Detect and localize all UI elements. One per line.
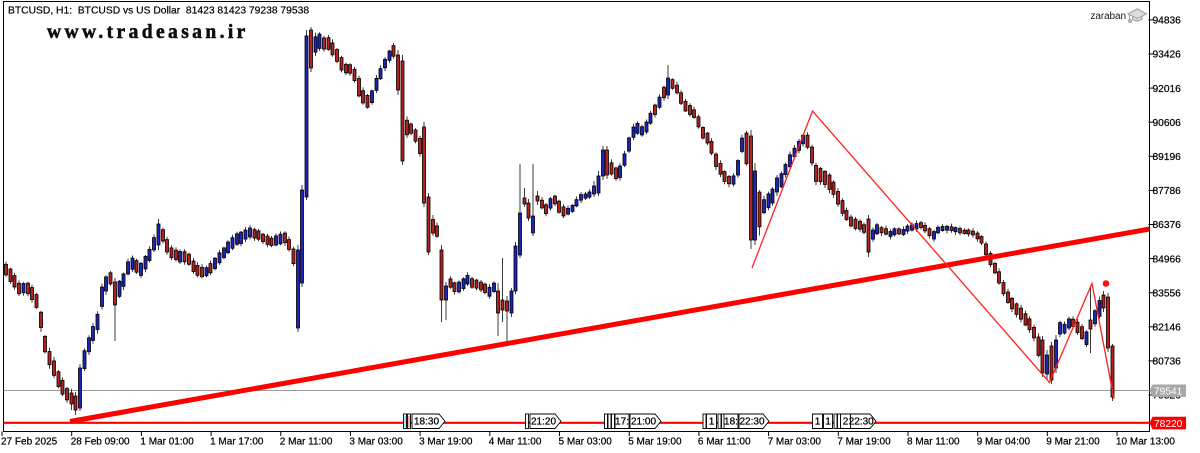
svg-text:92016: 92016 [1153,84,1182,95]
svg-text:80736: 80736 [1153,357,1182,368]
svg-text:87786: 87786 [1153,186,1182,197]
svg-text:2 Mar 11:00: 2 Mar 11:00 [280,437,333,448]
svg-text:17:: 17: [615,417,629,428]
svg-text:1: 1 [709,417,715,428]
svg-text:www.tradeasan.ir: www.tradeasan.ir [47,22,249,43]
svg-text:6 Mar 11:00: 6 Mar 11:00 [698,437,751,448]
svg-text:18:30: 18:30 [414,417,439,428]
svg-text:1: 1 [825,417,831,428]
svg-text:21:00: 21:00 [631,417,656,428]
svg-text:18:: 18: [724,417,738,428]
svg-text:22:30: 22:30 [739,417,764,428]
svg-text:86376: 86376 [1153,220,1182,231]
svg-text:93426: 93426 [1153,50,1182,61]
svg-text:79541: 79541 [1154,387,1183,398]
svg-text:27 Feb 2025: 27 Feb 2025 [1,437,58,448]
svg-text:83556: 83556 [1153,288,1182,299]
svg-text:2: 2 [843,417,849,428]
svg-text:5 Mar 03:00: 5 Mar 03:00 [559,437,613,448]
svg-text:7 Mar 03:00: 7 Mar 03:00 [768,437,822,448]
svg-text:BTCUSD, H1: BTCUSD vs US Doll: BTCUSD, H1: BTCUSD vs US Dollar 81423 81… [8,6,309,17]
svg-text:21:20: 21:20 [531,417,556,428]
svg-text:7 Mar 19:00: 7 Mar 19:00 [837,437,891,448]
svg-text:78220: 78220 [1154,419,1183,430]
svg-text:22:30: 22:30 [849,417,874,428]
svg-text:8 Mar 11:00: 8 Mar 11:00 [907,437,960,448]
svg-text:3 Mar 03:00: 3 Mar 03:00 [349,437,403,448]
svg-text:89196: 89196 [1153,152,1182,163]
svg-text:84966: 84966 [1153,254,1182,265]
svg-text:1: 1 [815,417,821,428]
svg-text:9 Mar 21:00: 9 Mar 21:00 [1046,437,1100,448]
svg-text:10 Mar 13:00: 10 Mar 13:00 [1116,437,1175,448]
svg-text:94836: 94836 [1153,16,1182,27]
svg-text:1 Mar 01:00: 1 Mar 01:00 [140,437,194,448]
svg-text:9 Mar 04:00: 9 Mar 04:00 [977,437,1031,448]
svg-text:4 Mar 11:00: 4 Mar 11:00 [489,437,542,448]
svg-text:3 Mar 19:00: 3 Mar 19:00 [419,437,473,448]
svg-text:90606: 90606 [1153,118,1182,129]
svg-text:1 Mar 17:00: 1 Mar 17:00 [210,437,264,448]
svg-text:82146: 82146 [1153,323,1182,334]
svg-text:zaraban: zaraban [1091,11,1126,22]
svg-text:5 Mar 19:00: 5 Mar 19:00 [628,437,682,448]
svg-text:28 Feb 09:00: 28 Feb 09:00 [71,437,130,448]
